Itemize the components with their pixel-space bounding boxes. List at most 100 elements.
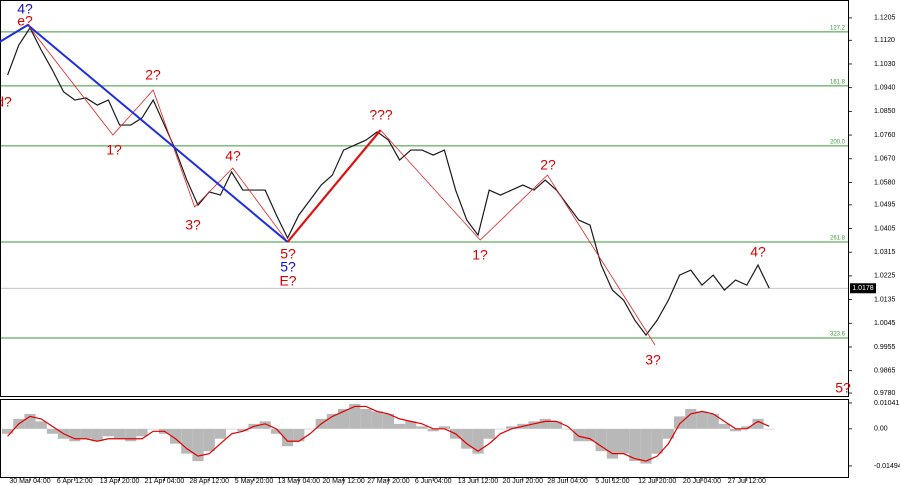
oscillator-panel-frame [0, 399, 849, 478]
wave-label: 4? [17, 1, 33, 17]
wave-label: e? [17, 13, 33, 29]
x-tick-label: 20 May 12:00 [322, 478, 365, 485]
oscillator-bar [438, 426, 450, 429]
y-tick-label: 1.0495 [874, 202, 896, 209]
oscillator-bar [349, 403, 361, 429]
x-tick-label: 28 Apr 12:00 [189, 478, 229, 485]
y-tick-label: 1.1030 [874, 61, 896, 68]
wave-line [27, 24, 288, 243]
y-tick-label: 1.0940 [874, 85, 896, 92]
level-label: 323.6 [830, 332, 846, 338]
oscillator-bar [46, 428, 58, 434]
y-tick-label: 0.9865 [874, 368, 896, 375]
oscillator-bar [259, 421, 271, 429]
wave-label: 2? [540, 157, 556, 173]
x-tick-label: 5 May 20:00 [235, 478, 274, 485]
wave-label: 2? [145, 67, 161, 83]
wave-label: 4? [225, 148, 241, 164]
oscillator-bar [360, 408, 372, 429]
oscillator-bar [24, 413, 36, 429]
oscillator-bar [114, 428, 126, 439]
x-tick-label: 13 Apr 20:00 [100, 478, 140, 485]
oscillator-bar [427, 428, 439, 432]
oscillator-bar [125, 428, 137, 442]
y-tick-label: 1.1205 [874, 15, 896, 22]
x-tick-label: 30 Mar 04:00 [9, 478, 50, 485]
y-tick-label: 1.0315 [874, 249, 896, 256]
y-tick-label: 1.0580 [874, 179, 896, 186]
wave-label: 5? [280, 246, 296, 262]
y-tick-label: 1.0760 [874, 132, 896, 139]
x-tick-label: 21 Apr 04:00 [145, 478, 185, 485]
price-line [7, 26, 770, 337]
level-label: 261.8 [830, 236, 846, 242]
oscillator-bar [763, 428, 775, 430]
oscillator-bar [506, 426, 518, 429]
oscillator-bar [226, 428, 238, 430]
x-tick-label: 13 Jun 12:00 [458, 478, 499, 485]
x-tick-label: 5 Jul 12:00 [595, 478, 629, 485]
oscillator-bar [91, 428, 103, 442]
oscillator-bar [550, 421, 562, 429]
wave-label: 3? [645, 352, 661, 368]
oscillator-bar [573, 428, 585, 442]
y-tick-label: -0.01494 [874, 463, 900, 470]
y-tick-label: 1.0045 [874, 320, 896, 327]
oscillator-bar [730, 428, 742, 432]
oscillator-bar [595, 428, 607, 452]
wave-label: 3? [185, 217, 201, 233]
oscillator-bar [282, 428, 294, 447]
oscillator-bar [69, 428, 81, 442]
oscillator-bar [80, 428, 92, 439]
oscillator-bar [618, 428, 630, 454]
wave-line [286, 129, 382, 243]
last-price-box [850, 283, 876, 294]
x-tick-label: 20 Jul 04:00 [683, 478, 721, 485]
oscillator-bar [562, 428, 574, 430]
y-tick-label: 1.0405 [874, 225, 896, 232]
oscillator-bar [528, 421, 540, 429]
level-label: 127.2 [830, 25, 846, 31]
oscillator-bar [606, 428, 618, 459]
wave-line [380, 129, 656, 346]
y-tick-label: 0.01041 [874, 400, 899, 407]
y-tick-label: 1.0670 [874, 156, 896, 163]
oscillator-bar [539, 418, 551, 429]
oscillator-bar [718, 423, 730, 429]
x-tick-label: 6 Jun 04:00 [415, 478, 452, 485]
oscillator-bar [214, 428, 226, 439]
oscillator-bar [35, 421, 47, 429]
price-panel-frame [0, 0, 849, 397]
oscillator-bar [494, 428, 506, 430]
oscillator-bar [2, 428, 14, 434]
wave-label: 5? [280, 259, 296, 275]
oscillator-bar [304, 428, 316, 430]
oscillator-bar [326, 413, 338, 429]
oscillator-bar [416, 426, 428, 429]
oscillator-bar [170, 428, 182, 444]
oscillator-bar [338, 408, 350, 429]
oscillator-bar [192, 428, 204, 462]
oscillator-bar [651, 428, 663, 454]
x-tick-label: 28 Jun 04:00 [547, 478, 588, 485]
x-tick-label: 20 Jun 20:00 [503, 478, 544, 485]
oscillator-bar [629, 428, 641, 462]
oscillator-bar [382, 413, 394, 429]
level-label: 161.8 [830, 79, 846, 85]
y-tick-label: 0.00 [874, 426, 888, 433]
x-tick-label: 27 Jul 12:00 [728, 478, 766, 485]
oscillator-bar [662, 428, 674, 439]
oscillator-bar [707, 413, 719, 429]
y-tick-label: 1.0225 [874, 273, 896, 280]
oscillator-bar [461, 428, 473, 449]
x-tick-label: 6 Apr 12:00 [57, 478, 93, 485]
oscillator-bar [237, 428, 249, 432]
oscillator-bar [752, 418, 764, 429]
oscillator-bar [674, 416, 686, 429]
oscillator-bar [696, 411, 708, 429]
oscillator-bar [181, 428, 193, 454]
level-label: 200.0 [830, 139, 846, 145]
y-tick-label: 0.9780 [874, 390, 896, 397]
wave-label: 5? [835, 380, 851, 396]
oscillator-bar [685, 408, 697, 429]
